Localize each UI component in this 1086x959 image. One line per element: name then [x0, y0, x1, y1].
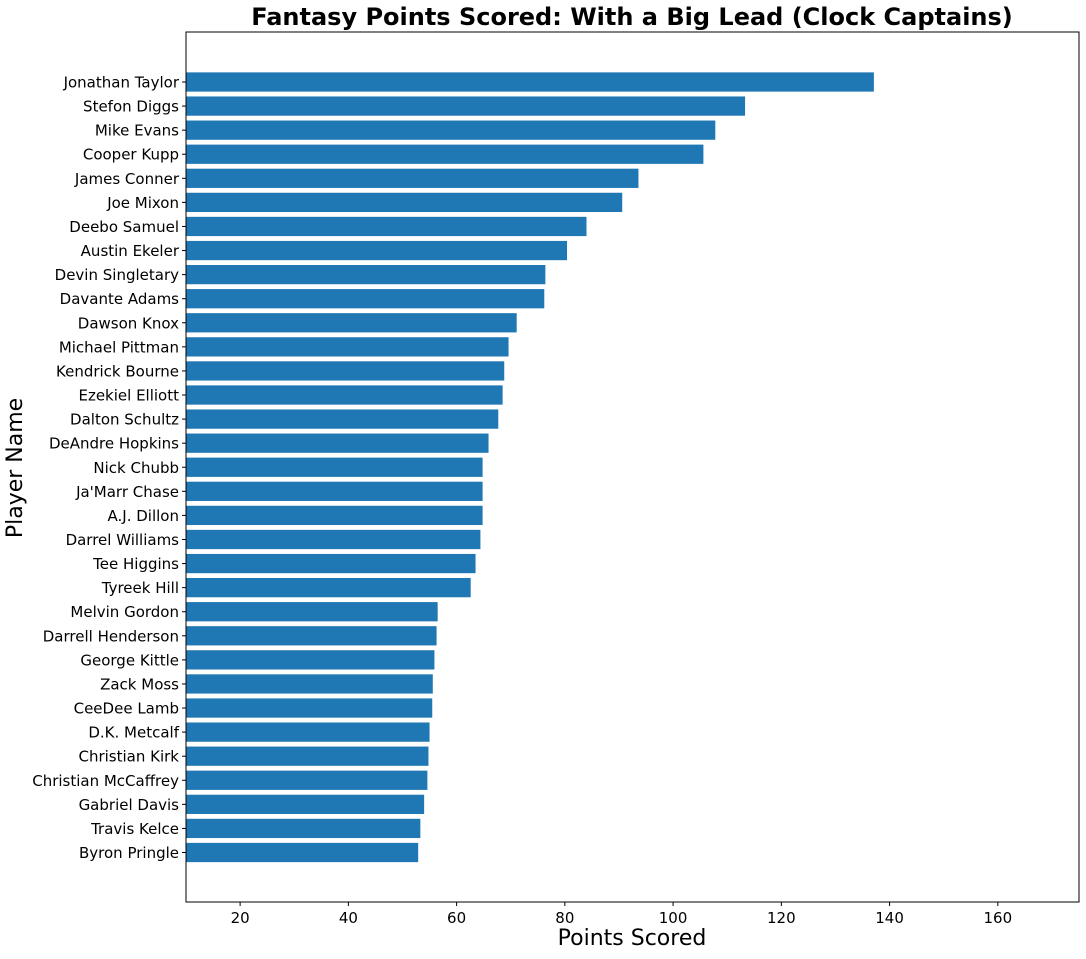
x-tick-label: 80 [555, 909, 574, 927]
x-tick-label: 120 [767, 909, 796, 927]
plot-frame [185, 31, 1080, 903]
x-tick-label: 40 [339, 909, 358, 927]
x-tick-label: 100 [659, 909, 688, 927]
y-tick-label: Darrell Henderson [43, 627, 179, 645]
bar [186, 794, 425, 814]
x-tick-label: 20 [231, 909, 250, 927]
y-tick-label: Travis Kelce [90, 820, 179, 838]
y-tick-label: Deebo Samuel [69, 218, 179, 236]
bar [186, 842, 419, 863]
y-tick-label: Dalton Schultz [70, 411, 179, 429]
y-tick-label: Dawson Knox [78, 314, 179, 332]
bar [186, 818, 421, 839]
bar [186, 337, 509, 357]
y-tick-label: Davante Adams [60, 290, 180, 308]
x-ticks-layer: 20 40 60 80 100 120 140 160 [231, 902, 1012, 927]
y-axis-label: Player Name [3, 398, 28, 538]
bar [186, 481, 483, 501]
bar [186, 626, 437, 646]
y-tick-label: D.K. Metcalf [88, 724, 179, 742]
chart-title: Fantasy Points Scored: With a Big Lead (… [251, 3, 1013, 31]
bar [186, 385, 503, 405]
bar [186, 602, 438, 622]
y-tick-label: Cooper Kupp [83, 146, 179, 164]
y-tick-label: Gabriel Davis [79, 796, 180, 814]
y-tick-label: Jonathan Taylor [63, 74, 180, 92]
y-tick-label: Melvin Gordon [70, 603, 179, 621]
x-tick-label: 60 [447, 909, 466, 927]
bar [186, 578, 471, 598]
bar [186, 433, 489, 453]
bar [186, 168, 639, 188]
bar [186, 409, 499, 429]
bar [186, 457, 483, 477]
y-tick-label: Nick Chubb [93, 459, 179, 477]
bar [186, 144, 704, 164]
y-tick-label: Tee Higgins [92, 555, 179, 573]
y-tick-label: Ja'Marr Chase [75, 483, 179, 501]
bar [186, 120, 716, 140]
y-tick-label: Joe Mixon [106, 194, 179, 212]
bar [186, 361, 505, 381]
y-tick-label: Stefon Diggs [83, 98, 179, 116]
y-tick-label: George Kittle [80, 651, 179, 669]
x-tick-label: 140 [875, 909, 904, 927]
y-tick-label: Christian McCaffrey [32, 772, 179, 790]
y-ticks-layer: Jonathan Taylor Stefon Diggs Mike Evans Coo… [32, 74, 186, 862]
y-tick-label: Mike Evans [95, 122, 179, 140]
y-tick-label: Michael Pittman [59, 338, 179, 356]
y-tick-label: A.J. Dillon [108, 507, 179, 525]
x-tick-label: 160 [983, 909, 1012, 927]
bar [186, 650, 435, 670]
y-tick-label: Tyreek Hill [101, 579, 179, 597]
y-tick-label: Zack Moss [100, 675, 179, 693]
bar [186, 96, 746, 116]
bar [186, 264, 546, 285]
y-tick-label: Austin Ekeler [81, 242, 180, 260]
y-tick-label: Byron Pringle [79, 844, 179, 862]
bar [186, 722, 430, 742]
bar [186, 505, 483, 526]
x-axis-label: Points Scored [558, 926, 707, 951]
y-tick-label: James Conner [74, 170, 180, 188]
bar [186, 553, 476, 574]
y-tick-label: DeAndre Hopkins [49, 435, 179, 453]
y-tick-label: Ezekiel Elliott [78, 387, 179, 405]
y-tick-label: Kendrick Bourne [56, 362, 179, 380]
y-tick-label: Darrel Williams [66, 531, 180, 549]
bar [186, 192, 623, 213]
y-tick-label: Christian Kirk [78, 748, 179, 766]
bar [186, 216, 587, 237]
bars-layer [186, 72, 874, 863]
bar [186, 289, 545, 309]
bar [186, 698, 433, 718]
bar [186, 746, 429, 766]
bar [186, 674, 433, 694]
bar [186, 72, 874, 92]
bar [186, 770, 428, 790]
y-tick-label: CeeDee Lamb [74, 700, 179, 718]
bar [186, 313, 517, 333]
y-tick-label: Devin Singletary [55, 266, 179, 284]
bar [186, 240, 568, 261]
bar [186, 529, 481, 550]
